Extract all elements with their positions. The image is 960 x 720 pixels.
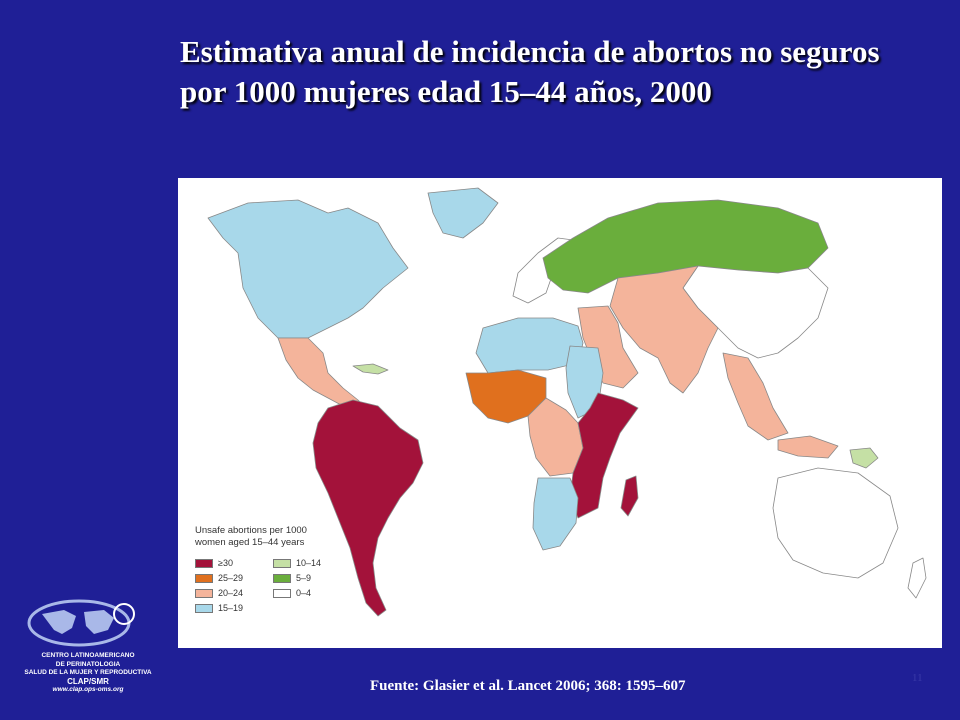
logo-line2: DE PERINATOLOGIA [55, 660, 121, 668]
legend-label: 15–19 [218, 603, 244, 613]
region-east-africa [569, 392, 639, 519]
legend-swatch [195, 603, 213, 613]
legend-item: 20–24 [195, 587, 273, 599]
region-north-america [207, 199, 409, 339]
logo-url: www.clap.ops-oms.org [52, 686, 124, 693]
legend-item: 10–14 [273, 557, 351, 569]
clap-logo: CENTRO LATINOAMERICANO DE PERINATOLOGIA … [8, 596, 178, 710]
region-madagascar [620, 475, 639, 517]
legend-item: 0–4 [273, 587, 351, 599]
legend-label: 0–4 [296, 588, 312, 598]
logo-line1: CENTRO LATINOAMERICANO [41, 652, 135, 659]
legend-label: 5–9 [296, 573, 312, 583]
legend-item: 15–19 [195, 602, 273, 614]
logo-line3: SALUD DE LA MUJER Y REPRODUCTIVA [24, 669, 152, 676]
slide-title: Estimativa anual de incidencia de aborto… [180, 34, 880, 109]
legend-swatch [195, 573, 213, 583]
region-australia [772, 467, 899, 579]
legend-title-line2: women aged 15–44 years [195, 537, 305, 548]
legend-item: 5–9 [273, 572, 351, 584]
legend-label: 25–29 [218, 573, 244, 583]
region-southern-africa [532, 477, 579, 551]
region-melanesia [849, 447, 879, 469]
region-caribbean [352, 363, 389, 375]
region-south-america [312, 399, 424, 617]
map-legend: Unsafe abortions per 1000 women aged 15–… [195, 525, 395, 614]
logo-line4: CLAP/SMR [67, 676, 109, 686]
region-new-zealand [907, 557, 927, 599]
legend-swatch [195, 558, 213, 568]
legend-label: ≥30 [218, 558, 233, 568]
source-citation: Fuente: Glasier et al. Lancet 2006; 368:… [370, 678, 686, 694]
region-insular-south-east-asia [777, 435, 839, 459]
legend-item: 25–29 [195, 572, 273, 584]
legend-title-line1: Unsafe abortions per 1000 [195, 525, 307, 536]
legend-swatch [273, 573, 291, 583]
legend-label: 20–24 [218, 588, 244, 598]
legend-label: 10–14 [296, 558, 322, 568]
legend-item: ≥30 [195, 557, 273, 569]
world-map [207, 187, 927, 617]
region-south-central-asia [609, 265, 719, 394]
legend-swatch [195, 588, 213, 598]
legend-swatch [273, 588, 291, 598]
legend-swatch [273, 558, 291, 568]
logo-text: CENTRO LATINOAMERICANO DE PERINATOLOGIA … [8, 652, 168, 695]
page-number: 11 [912, 672, 923, 684]
legend-grid: ≥30 10–14 25–29 5–9 20–24 0–4 15–19 [195, 557, 395, 614]
region-greenland [427, 187, 499, 239]
region-south-east-asia [722, 352, 789, 441]
clap-globe-icon [27, 599, 135, 647]
world-map-panel: Unsafe abortions per 1000 women aged 15–… [178, 178, 942, 648]
